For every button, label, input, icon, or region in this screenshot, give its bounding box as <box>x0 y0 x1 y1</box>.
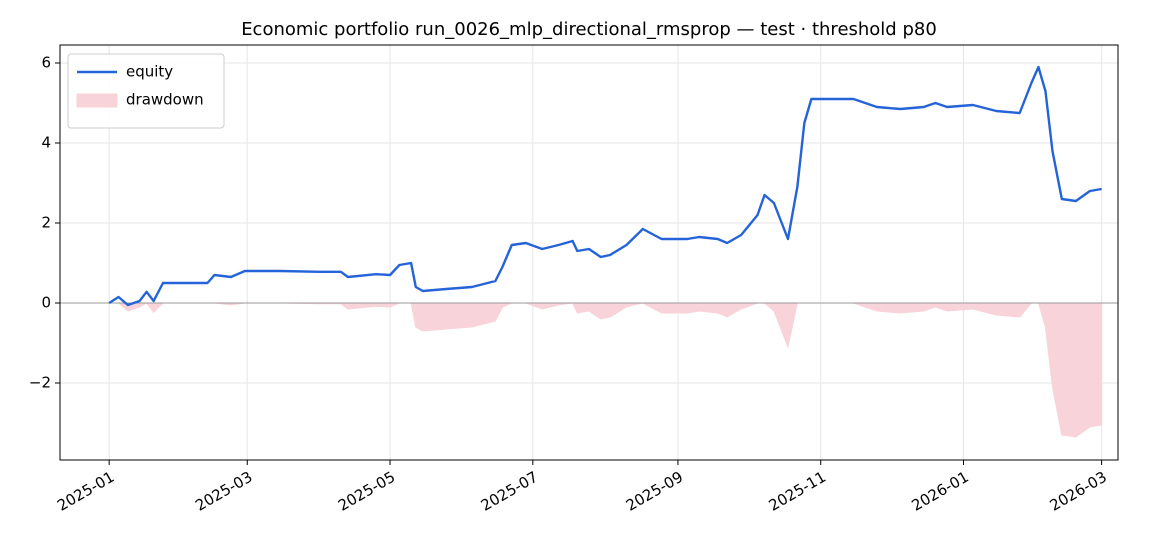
y-tick-label: 0 <box>41 294 51 312</box>
x-tick-label: 2025-07 <box>478 468 541 515</box>
y-tick-label: 2 <box>41 214 51 232</box>
x-tick-label: 2026-03 <box>1047 468 1110 515</box>
y-tick-label: −2 <box>29 374 51 392</box>
x-tick-label: 2025-05 <box>335 468 398 515</box>
y-tick-label: 4 <box>41 134 51 152</box>
legend-label: drawdown <box>126 91 204 109</box>
plot-frame <box>59 44 1119 461</box>
chart-title: Economic portfolio run_0026_mlp_directio… <box>241 19 937 40</box>
drawdown-area <box>109 302 1103 438</box>
x-tick-label: 2025-03 <box>192 468 255 515</box>
x-tick-label: 2025-09 <box>623 468 686 515</box>
legend-label: equity <box>126 63 173 81</box>
legend-swatch <box>76 93 118 108</box>
x-tick-label: 2026-01 <box>908 468 971 515</box>
x-tick-label: 2025-11 <box>766 468 829 515</box>
y-tick-label: 6 <box>41 54 51 72</box>
legend: equity drawdown <box>67 53 225 129</box>
equity-line <box>108 65 1102 307</box>
x-tick-label: 2025-01 <box>54 468 117 515</box>
